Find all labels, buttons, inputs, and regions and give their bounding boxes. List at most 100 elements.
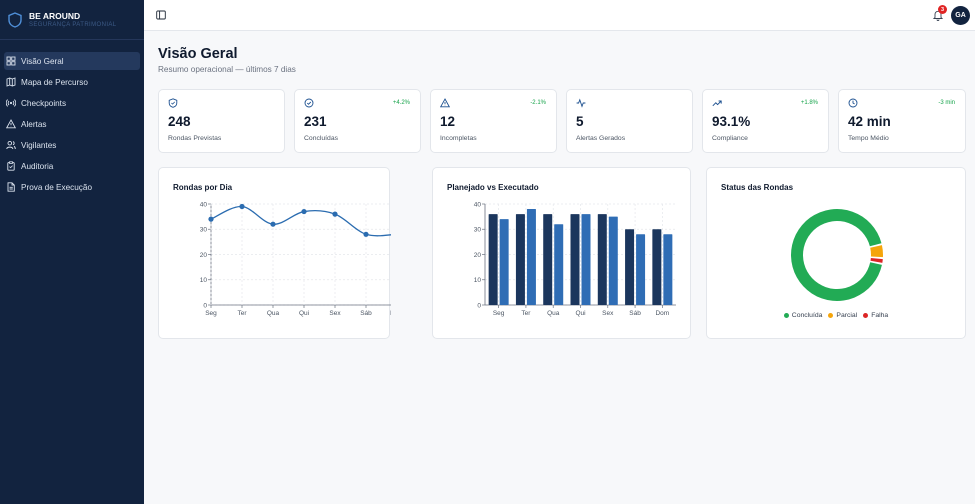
x-tick-label: Ter — [237, 310, 247, 317]
x-tick-label: Dom — [655, 310, 669, 317]
chart-legend: Concluída Parcial Falha — [707, 312, 965, 319]
chart-title: Status das Rondas — [721, 183, 794, 192]
y-tick-label: 0 — [477, 302, 481, 309]
legend-item: Parcial — [828, 312, 857, 319]
stat-card-concluidas: +4.2% 231 Concluídas — [294, 89, 421, 153]
x-tick-label: Sáb — [360, 310, 372, 317]
sidebar-item-prova-de-execucao[interactable]: Prova de Execução — [4, 178, 140, 196]
stat-value: 12 — [440, 114, 456, 129]
legend-label: Falha — [871, 312, 889, 319]
bar — [488, 214, 498, 305]
brand: BE AROUND SEGURANÇA PATRIMONIAL — [0, 0, 144, 40]
x-tick-label: Qui — [299, 310, 309, 317]
x-tick-label: Sex — [329, 310, 341, 317]
pie-slice — [870, 245, 883, 258]
bar — [570, 214, 580, 305]
y-tick-label: 10 — [200, 277, 208, 284]
stat-delta: +1.8% — [800, 100, 818, 106]
stat-label: Compliance — [712, 135, 748, 142]
legend-label: Concluída — [791, 312, 823, 319]
data-point — [332, 211, 338, 217]
bar — [554, 224, 564, 305]
stat-label: Alertas Gerados — [576, 135, 626, 142]
bar-chart-card: Planejado vs Executado 0 10 20 30 40 Seg Ter Qu… — [432, 167, 691, 339]
sidebar-item-label: Visão Geral — [21, 56, 64, 66]
bar — [625, 229, 635, 305]
page-subtitle: Resumo operacional — últimos 7 dias — [158, 65, 296, 74]
activity-icon — [576, 98, 586, 108]
x-tick-label: Qua — [267, 310, 280, 317]
stat-value: 5 — [576, 114, 584, 129]
sidebar-item-label: Alertas — [21, 119, 47, 129]
warning-triangle-icon — [6, 119, 16, 129]
x-tick-label: Qua — [547, 310, 560, 317]
x-tick-label: Qui — [575, 310, 585, 317]
bar — [636, 234, 646, 305]
bar — [581, 214, 591, 305]
dashboard-icon — [6, 56, 16, 66]
stat-label: Tempo Médio — [848, 135, 889, 142]
y-tick-label: 40 — [200, 201, 208, 208]
line-chart-card: Rondas por Dia 0 10 20 30 40 Seg Ter Qua Qui Sex S… — [158, 167, 391, 339]
bar — [543, 214, 553, 305]
stat-card-incompletas: -2.1% 12 Incompletas — [430, 89, 557, 153]
avatar[interactable]: GA — [951, 6, 970, 25]
page-title: Visão Geral — [158, 46, 238, 62]
x-tick-label: Seg — [493, 310, 505, 317]
x-tick-label: Sex — [602, 310, 614, 317]
sidebar-item-label: Prova de Execução — [21, 182, 93, 192]
y-tick-label: 10 — [474, 277, 482, 284]
legend-label: Parcial — [836, 312, 858, 319]
sidebar-item-mapa-de-percurso[interactable]: Mapa de Percurso — [4, 73, 140, 91]
bar — [515, 214, 525, 305]
check-circle-icon — [304, 98, 314, 108]
data-point — [363, 231, 369, 237]
data-point — [270, 221, 276, 227]
sidebar-item-visao-geral[interactable]: Visão Geral — [4, 52, 140, 70]
pie-slice — [870, 258, 883, 263]
sidebar-item-alertas[interactable]: Alertas — [4, 115, 140, 133]
sidebar-item-label: Mapa de Percurso — [21, 77, 88, 87]
bar — [608, 216, 618, 305]
stat-label: Rondas Previstas — [168, 135, 222, 142]
y-tick-label: 30 — [200, 227, 208, 234]
sidebar-item-checkpoints[interactable]: Checkpoints — [4, 94, 140, 112]
stat-delta: -3 min — [938, 100, 955, 106]
x-tick-label: Sáb — [629, 310, 641, 317]
sidebar: BE AROUND SEGURANÇA PATRIMONIAL Visão Ge… — [0, 0, 144, 504]
y-tick-label: 0 — [203, 302, 207, 309]
pie-slice — [791, 209, 882, 301]
bar — [652, 229, 662, 305]
bar — [526, 209, 536, 305]
bar — [663, 234, 673, 305]
shield-icon — [168, 98, 178, 108]
y-tick-label: 30 — [474, 227, 482, 234]
clipboard-icon — [7, 161, 15, 171]
legend-swatch — [783, 313, 789, 318]
chart-title: Rondas por Dia — [173, 183, 233, 192]
brand-subtitle: SEGURANÇA PATRIMONIAL — [29, 21, 117, 28]
legend-item: Falha — [863, 312, 888, 319]
stat-delta: -2.1% — [530, 100, 546, 106]
map-icon — [6, 77, 16, 87]
legend-swatch — [863, 313, 869, 318]
stat-label: Concluídas — [304, 135, 339, 142]
sidebar-item-auditoria[interactable]: Auditoria — [4, 157, 140, 175]
sidebar-toggle-icon[interactable] — [156, 10, 166, 20]
alert-triangle-icon — [440, 98, 450, 108]
stat-value: 93.1% — [712, 114, 751, 129]
stat-card-tempo-medio: -3 min 42 min Tempo Médio — [838, 89, 966, 153]
y-tick-label: 40 — [474, 201, 482, 208]
clock-icon — [848, 98, 858, 108]
legend-item: Concluída — [783, 312, 823, 319]
file-icon — [7, 182, 15, 192]
series-line — [210, 205, 391, 237]
sidebar-item-vigilantes[interactable]: Vigilantes — [4, 136, 140, 154]
bar — [597, 214, 607, 305]
shield-logo-icon — [8, 11, 22, 28]
sidebar-nav: Visão Geral Mapa de Percurso Checkpoints… — [0, 40, 144, 196]
data-point — [301, 208, 307, 215]
topbar: 3 GA — [144, 0, 975, 31]
notification-badge: 3 — [938, 5, 947, 14]
bar-chart: 0 10 20 30 40 Seg Ter Qua Qui Sex Sáb Dom — [474, 201, 676, 317]
